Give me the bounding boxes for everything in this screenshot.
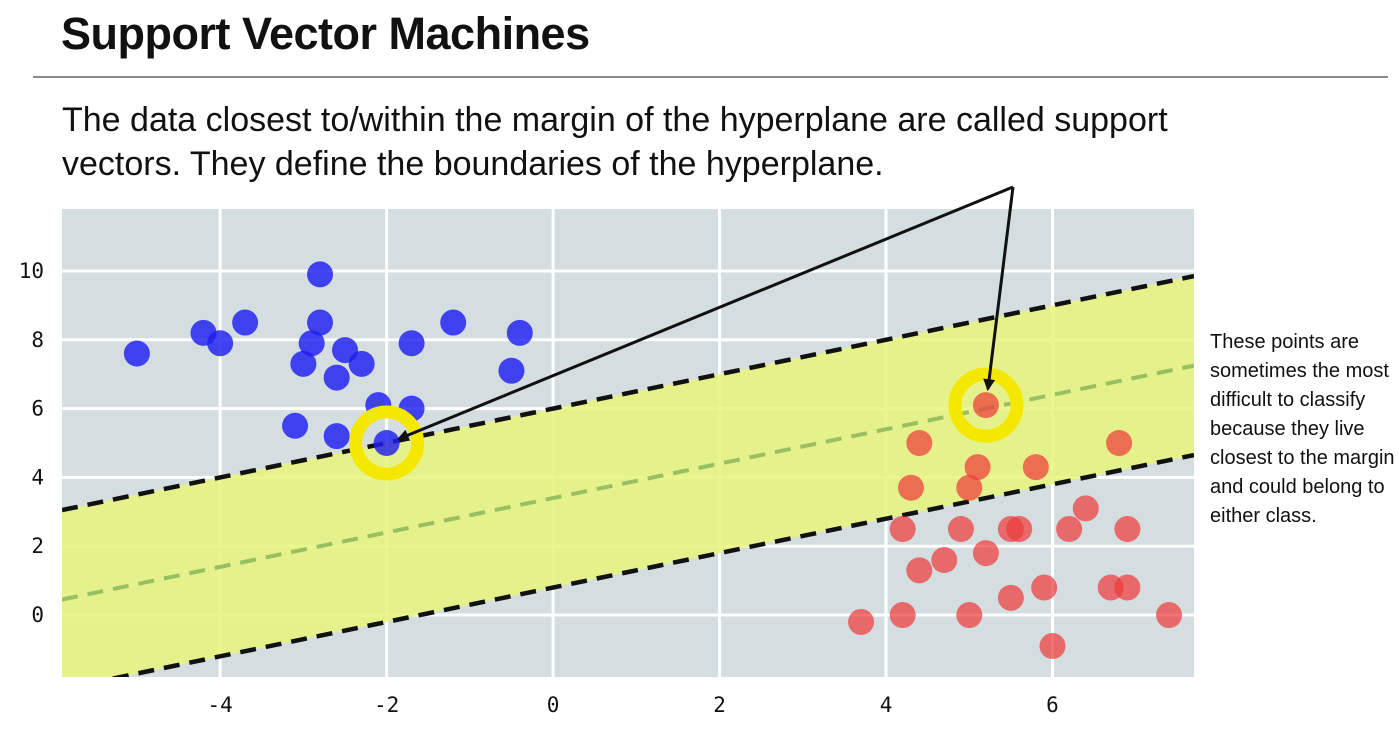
class-a-point	[348, 350, 375, 377]
class-b-point	[1114, 516, 1141, 543]
class-a-point	[290, 350, 317, 377]
class-a-point	[323, 364, 350, 391]
class-b-point	[931, 547, 958, 573]
class-a-point	[232, 309, 259, 336]
x-axis-ticks: -4 -2 0 2 4 6	[207, 693, 1058, 717]
class-a-point	[440, 309, 467, 336]
y-tick-label: 10	[19, 259, 44, 283]
class-b-point	[898, 474, 924, 501]
slide-subtitle: The data closest to/within the margin of…	[62, 98, 1312, 186]
y-tick-label: 8	[31, 328, 44, 352]
support-vector-note: These points are sometimes the most diff…	[1210, 331, 1395, 527]
class-b-point	[956, 602, 983, 629]
x-tick-label: 0	[547, 693, 560, 717]
lower-margin-boundary	[109, 452, 1194, 677]
subtitle-line-2: vectors. They define the boundaries of t…	[62, 145, 884, 183]
class-a-point	[506, 319, 533, 346]
title-divider	[33, 76, 1388, 78]
class-a-point	[323, 423, 350, 450]
class-a-point	[398, 330, 425, 357]
class-a-point	[307, 261, 334, 288]
data-points	[123, 261, 1183, 660]
upper-margin-boundary	[62, 273, 1194, 513]
class-a-point	[298, 330, 325, 357]
class-b-point	[1056, 516, 1083, 543]
class-b-point	[1006, 516, 1033, 543]
x-tick-label: -2	[374, 693, 399, 717]
class-a-point	[498, 357, 525, 384]
class-b-point	[997, 584, 1024, 611]
class-a-point	[307, 309, 334, 336]
arrow-to-red-support-vector	[983, 186, 1015, 392]
y-tick-label: 2	[31, 534, 44, 558]
class-a-point	[282, 412, 309, 439]
class-b-point	[889, 516, 916, 543]
callout-arrows	[396, 185, 1015, 441]
support-vector-highlights	[349, 367, 1024, 481]
class-b-point	[947, 516, 974, 543]
x-tick-label: 6	[1046, 693, 1059, 717]
slide-title: Support Vector Machines	[61, 8, 590, 59]
class-a-point	[207, 330, 234, 357]
x-tick-label: 4	[880, 693, 893, 717]
y-tick-label: 0	[31, 603, 44, 627]
class-b-point	[1039, 633, 1066, 660]
class-b-point	[956, 474, 983, 501]
class-a-point	[373, 430, 400, 456]
class-b-point	[906, 557, 933, 584]
hyperplane-line	[62, 363, 1194, 602]
class-b-point	[964, 454, 991, 481]
y-tick-label: 6	[31, 397, 44, 421]
arrow-to-blue-support-vector	[396, 185, 1014, 441]
y-axis-ticks: 0 2 4 6 8 10	[19, 259, 44, 627]
class-b-point	[1072, 495, 1099, 522]
subtitle-line-1: The data closest to/within the margin of…	[62, 101, 1168, 139]
class-b-point	[1156, 602, 1183, 629]
class-b-point	[889, 602, 916, 629]
support-vector-ring	[948, 367, 1024, 443]
x-tick-label: -4	[207, 693, 232, 717]
class-b-point	[972, 540, 999, 567]
margin-band	[62, 276, 1194, 677]
class-b-point	[848, 608, 875, 635]
x-tick-label: 2	[713, 693, 726, 717]
class-b-point	[1031, 574, 1058, 601]
class-b-point	[1022, 454, 1049, 481]
class-a-point	[123, 340, 150, 367]
class-b-point	[972, 392, 999, 419]
class-b-point	[1106, 430, 1133, 456]
class-b-point	[1114, 574, 1141, 601]
class-b-point	[906, 430, 933, 456]
y-tick-label: 4	[31, 465, 44, 489]
support-vector-ring	[349, 405, 425, 481]
